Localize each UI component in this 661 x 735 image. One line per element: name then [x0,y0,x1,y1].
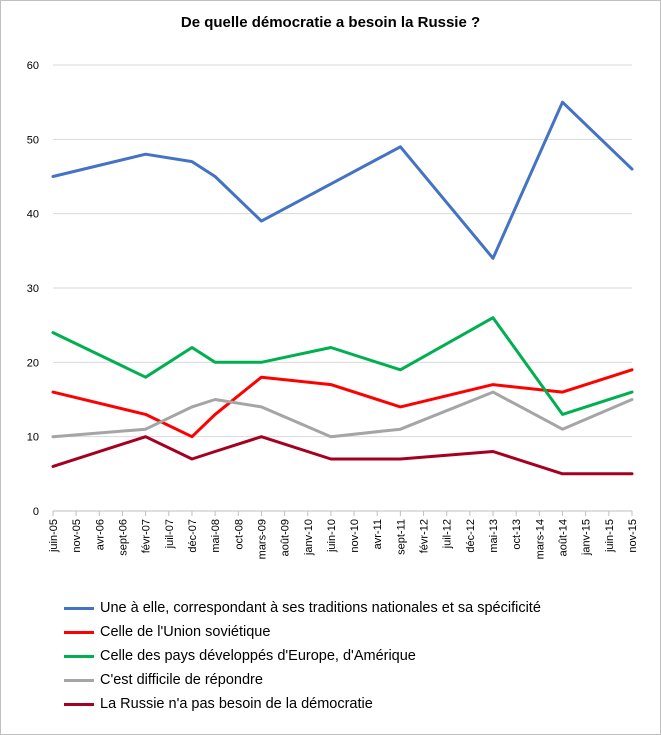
legend-label: La Russie n'a pas besoin de la démocrati… [100,696,373,712]
x-tick-label: oct-13 [511,519,523,550]
x-tick-label: mai-08 [210,519,222,553]
x-tick-label: nov-10 [349,519,361,553]
legend-item: La Russie n'a pas besoin de la démocrati… [64,692,541,716]
legend-swatch [64,654,94,658]
x-tick-label: avr-06 [94,519,106,550]
y-tick-label: 10 [27,432,39,444]
y-tick-label: 30 [27,283,39,295]
x-tick-label: févr-07 [141,519,153,553]
x-tick-label: sept-06 [117,519,129,556]
legend-swatch [64,678,94,682]
x-tick-label: juin-05 [48,519,60,553]
legend-item: Celle de l'Union soviétique [64,620,541,644]
x-tick-label: mars-14 [534,519,546,559]
legend: Une à elle, correspondant à ses traditio… [64,596,541,716]
legend-swatch [64,606,94,610]
legend-item: C'est difficile de répondre [64,668,541,692]
chart-title: De quelle démocratie a besoin la Russie … [180,14,481,31]
series-line [51,316,634,416]
series-line [51,368,634,439]
x-tick-label: nov-05 [71,519,83,553]
line-chart: 0 10 20 30 40 50 60 juin-05 nov-05 avr-06 sept-06 f… [27,60,639,559]
x-tick-label: sept-11 [395,519,407,555]
x-tick-label: déc-07 [187,519,199,553]
y-tick-label: 40 [27,209,39,221]
x-tick-label: mars-09 [256,519,268,559]
x-tick-label: mai-13 [488,519,500,553]
y-tick-label: 60 [27,60,39,72]
legend-swatch [64,702,94,706]
x-tick-label: janv-15 [581,519,593,556]
y-tick-label: 0 [33,506,39,518]
series-line [51,390,634,439]
series-line [51,435,634,476]
legend-swatch [64,630,94,634]
legend-label: Une à elle, correspondant à ses traditio… [100,600,541,616]
legend-label: C'est difficile de répondre [100,672,263,688]
x-tick-label: avr-11 [372,519,384,549]
x-tick-label: juil-12 [442,519,454,549]
y-tick-label: 50 [27,134,39,146]
x-tick-label: août-14 [558,519,570,556]
legend-item: Celle des pays développés d'Europe, d'Am… [64,644,541,668]
x-tick-label: juin-15 [604,519,616,553]
x-tick-label: oct-08 [233,519,245,550]
legend-label: Celle des pays développés d'Europe, d'Am… [100,648,416,664]
x-tick-label: août-09 [280,519,292,556]
x-tick-label: déc-12 [465,519,477,553]
x-tick-label: janv-10 [303,519,315,556]
x-tick-label: févr-12 [419,519,431,553]
series-line [51,100,634,260]
x-tick-label: juil-07 [164,519,176,549]
x-tick-label: juin-10 [326,519,338,553]
legend-item: Une à elle, correspondant à ses traditio… [64,596,541,620]
x-tick-label: nov-15 [627,519,639,553]
legend-label: Celle de l'Union soviétique [100,624,271,640]
y-tick-label: 20 [27,357,39,369]
